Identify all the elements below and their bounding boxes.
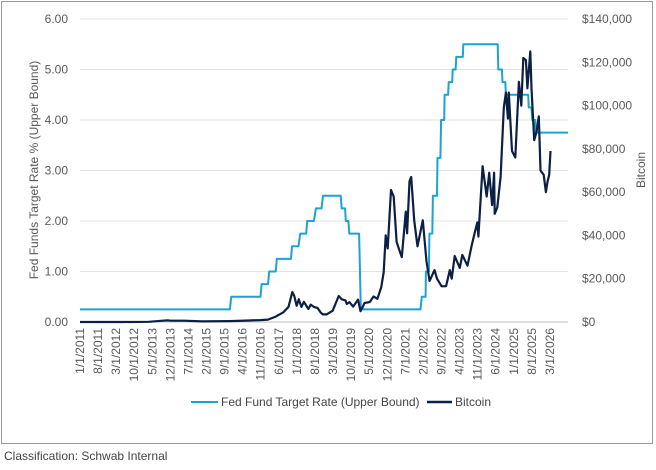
classification-footer: Classification: Schwab Internal — [4, 449, 168, 463]
left-tick-label: 0.00 — [45, 315, 69, 329]
x-tick-label: 8/1/2011 — [91, 328, 105, 374]
x-tick-label: 11/1/2016 — [254, 328, 268, 381]
left-tick-label: 1.00 — [45, 265, 69, 279]
right-axis-title: Bitcoin — [634, 152, 648, 188]
x-tick-label: 11/1/2023 — [471, 328, 485, 381]
legend: Fed Fund Target Rate (Upper Bound) Bitco… — [191, 395, 491, 409]
x-tick-label: 5/1/2013 — [145, 328, 159, 375]
x-tick-label: 6/1/2017 — [272, 328, 286, 375]
right-tick-label: $80,000 — [582, 142, 626, 156]
left-axis-title: Fed Funds Target Rate % (Upper Bound) — [27, 61, 41, 280]
gridlines — [80, 18, 568, 323]
x-tick-label: 4/1/2023 — [453, 328, 467, 375]
x-tick-label: 8/1/2025 — [525, 328, 539, 375]
left-axis-ticks: 0.00 1.00 2.00 3.00 4.00 5.00 6.00 — [45, 12, 69, 329]
x-tick-label: 10/1/2012 — [127, 328, 141, 382]
series-line-fed-funds — [80, 43, 568, 311]
x-tick-label: 8/1/2018 — [308, 328, 322, 375]
x-tick-label: 4/1/2016 — [236, 328, 250, 375]
right-axis-ticks: $0 $20,000 $40,000 $60,000 $80,000 $100,000 $1… — [582, 12, 632, 329]
right-tick-label: $40,000 — [582, 228, 626, 242]
chart-frame — [1, 1, 653, 444]
right-tick-label: $60,000 — [582, 185, 626, 199]
right-tick-label: $100,000 — [582, 99, 632, 113]
x-tick-label: 1/1/2025 — [507, 328, 521, 375]
series-layer — [80, 43, 568, 324]
x-tick-label: 3/1/2019 — [326, 328, 340, 375]
right-tick-label: $120,000 — [582, 55, 632, 69]
x-tick-label: 5/1/2020 — [362, 328, 376, 375]
right-tick-label: $140,000 — [582, 12, 632, 26]
x-tick-label: 9/1/2022 — [435, 328, 449, 375]
x-tick-label: 7/1/2014 — [181, 328, 195, 375]
x-tick-label: 1/1/2011 — [73, 328, 87, 374]
x-tick-label: 3/1/2026 — [543, 328, 557, 375]
left-tick-label: 5.00 — [45, 63, 69, 77]
x-tick-label: 1/1/2018 — [290, 328, 304, 375]
x-tick-label: 3/1/2012 — [109, 328, 123, 375]
x-tick-label: 9/1/2015 — [218, 328, 232, 375]
x-tick-label: 6/1/2024 — [489, 328, 503, 375]
legend-label-fed-funds: Fed Fund Target Rate (Upper Bound) — [221, 395, 420, 409]
x-tick-label: 2/1/2022 — [416, 328, 430, 375]
legend-label-bitcoin: Bitcoin — [455, 395, 491, 409]
left-tick-label: 4.00 — [45, 113, 69, 127]
left-tick-label: 6.00 — [45, 12, 69, 26]
right-tick-label: $20,000 — [582, 272, 626, 286]
x-tick-label: 12/1/2020 — [380, 328, 394, 382]
left-tick-label: 2.00 — [45, 214, 69, 228]
line-chart: 0.00 1.00 2.00 3.00 4.00 5.00 6.00 $0 $20,000 $4… — [27, 12, 648, 409]
series-line-bitcoin — [80, 50, 552, 324]
left-tick-label: 3.00 — [45, 164, 69, 178]
x-tick-label: 2/1/2015 — [200, 328, 214, 375]
right-tick-label: $0 — [582, 315, 596, 329]
x-tick-label: 12/1/2013 — [163, 328, 177, 382]
x-axis-ticks: 1/1/2011 8/1/2011 3/1/2012 10/1/2012 5/1/201… — [73, 328, 557, 382]
x-tick-label: 10/1/2019 — [344, 328, 358, 382]
x-tick-label: 7/1/2021 — [398, 328, 412, 375]
